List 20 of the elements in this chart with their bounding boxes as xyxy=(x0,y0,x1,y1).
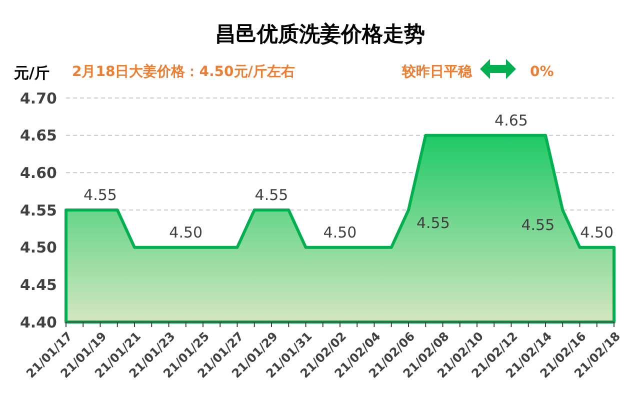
text: 较昨日平稳 xyxy=(401,64,473,80)
chart-subtitle: 2月18日大姜价格：4.50元/斤左右 xyxy=(72,63,295,80)
data-label: 4.55 xyxy=(84,186,117,204)
y-tick-label: 4.70 xyxy=(20,89,57,108)
text: 0% xyxy=(530,64,554,80)
data-label: 4.55 xyxy=(416,214,450,232)
data-label: 4.55 xyxy=(254,186,288,204)
chart-title: 昌邑优质洗姜价格走势 xyxy=(215,22,425,46)
data-label: 4.65 xyxy=(494,111,528,130)
y-tick-label: 4.60 xyxy=(20,164,57,182)
data-label: 4.50 xyxy=(323,223,357,242)
data-label: 4.55 xyxy=(521,216,555,234)
y-tick-label: 4.40 xyxy=(20,313,57,332)
y-tick-label: 4.55 xyxy=(20,201,57,220)
y-axis-title: 元/斤 xyxy=(13,64,50,82)
y-tick-label: 4.50 xyxy=(20,238,57,257)
data-label: 4.50 xyxy=(169,223,203,242)
y-tick-label: 4.65 xyxy=(20,126,57,145)
data-label: 4.50 xyxy=(580,223,614,242)
y-tick-label: 4.45 xyxy=(20,276,57,294)
